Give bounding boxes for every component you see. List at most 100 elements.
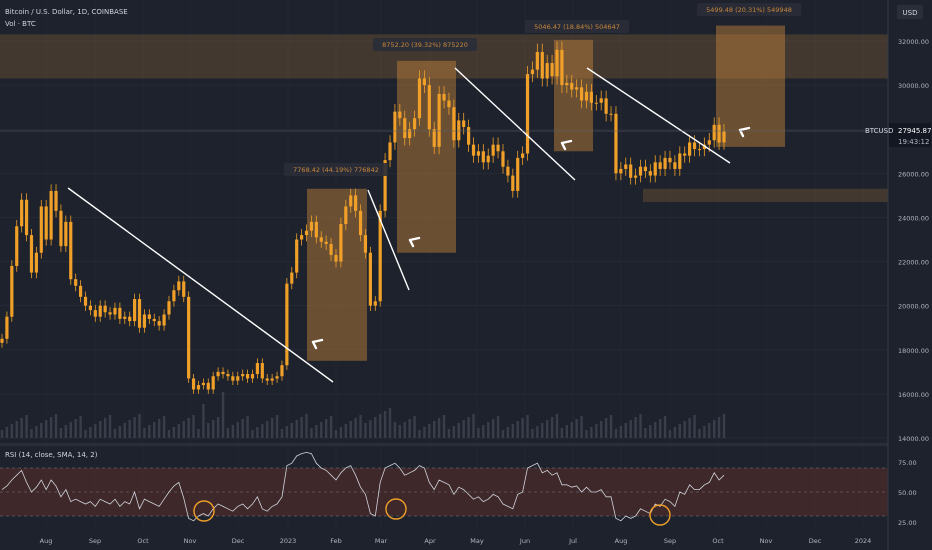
candle-body <box>339 224 343 262</box>
candle-body <box>422 78 426 86</box>
check-marks <box>311 126 751 350</box>
volume-bar <box>221 392 225 438</box>
trendline[interactable] <box>586 67 731 164</box>
candle-body <box>236 376 240 381</box>
candle-body <box>10 265 14 317</box>
time-tick: Nov <box>760 537 773 545</box>
candle-body <box>629 164 633 178</box>
candle-body <box>653 162 657 176</box>
measure-label: 5046.47 (18.84%) 504647 <box>534 23 620 31</box>
measure-box[interactable] <box>307 188 367 361</box>
volume-bar <box>35 426 38 438</box>
bar-countdown: 19:43:12 <box>898 138 929 146</box>
volume-bar <box>433 421 436 438</box>
volume-bar <box>491 419 495 438</box>
candle-body <box>5 316 9 339</box>
price-axis[interactable] <box>888 0 932 550</box>
volume-bar <box>482 425 485 438</box>
candle-body <box>358 210 363 236</box>
candle-body <box>619 168 623 174</box>
volume-bar <box>526 415 529 438</box>
volume-bar <box>192 415 195 438</box>
volume-bar <box>369 420 372 438</box>
currency-badge[interactable] <box>897 5 923 19</box>
volume-bar <box>108 415 112 438</box>
price-tick: 32000.00 <box>898 38 929 46</box>
candle-body <box>93 310 97 317</box>
candle-body <box>142 314 147 328</box>
volume-bar <box>604 418 608 438</box>
candle-body <box>250 374 255 379</box>
time-tick: Mar <box>375 537 388 545</box>
candle-body <box>59 210 63 247</box>
candle-body <box>403 118 407 139</box>
trendline[interactable] <box>67 187 334 383</box>
candle-body <box>462 120 466 128</box>
volume-bar <box>0 430 4 438</box>
candle-body <box>329 243 333 255</box>
volume-bar <box>285 426 289 438</box>
volume-bar <box>64 425 68 438</box>
candle-body <box>697 149 702 151</box>
candle-body <box>196 385 201 390</box>
volume-bar <box>69 422 72 438</box>
check-mark-icon <box>560 139 573 151</box>
volume-bar <box>251 430 254 438</box>
volume-bar <box>550 417 554 438</box>
candle-body <box>717 124 721 143</box>
candle-body <box>668 157 672 163</box>
candle-body <box>496 144 500 152</box>
volume-bar <box>275 415 279 438</box>
volume-bar <box>536 426 539 438</box>
volume-bar <box>521 418 524 438</box>
trendline[interactable] <box>454 67 576 181</box>
measure-label: 7768.42 (44.19%) 776842 <box>293 166 379 174</box>
pane-separator[interactable] <box>0 443 888 446</box>
candle-body <box>417 78 422 119</box>
volume-bar <box>545 420 549 438</box>
volume-bar <box>418 430 421 438</box>
volume-bar <box>428 424 431 438</box>
candle-body <box>589 91 593 103</box>
candle-body <box>393 111 397 143</box>
candle-body <box>69 221 73 280</box>
volume-bar <box>698 429 701 438</box>
candle-body <box>201 382 205 386</box>
volume-bar <box>256 427 259 438</box>
volume-bar <box>40 423 43 438</box>
measure-box[interactable] <box>716 25 785 147</box>
measure-box[interactable] <box>397 60 456 253</box>
candle-body <box>594 102 598 104</box>
candle-body <box>172 290 176 302</box>
candle-body <box>633 175 638 178</box>
candle-body <box>206 382 210 390</box>
volume-bar <box>261 424 264 438</box>
volume-bar <box>658 419 662 438</box>
candle-body <box>575 87 579 90</box>
currency-label: USD <box>903 9 918 17</box>
volume-bar <box>511 424 515 438</box>
candle-body <box>152 318 156 322</box>
rsi-tick: 75.00 <box>898 459 917 467</box>
volume-bar <box>339 427 343 438</box>
volume-bar <box>639 414 642 438</box>
candle-body <box>304 230 309 236</box>
volume-bar <box>634 417 637 438</box>
symbol-title: Bitcoin / U.S. Dollar, 1D, COINBASE <box>5 8 128 16</box>
trendline[interactable] <box>367 189 410 291</box>
volume-bar <box>349 421 352 438</box>
volume-bar <box>324 419 328 438</box>
volume-bar <box>148 425 151 438</box>
candle-body <box>722 131 726 143</box>
candle-body <box>98 305 102 317</box>
volume-bar <box>5 427 9 438</box>
volume-bar <box>600 421 603 438</box>
candle-body <box>712 124 716 141</box>
candle-body <box>702 144 706 150</box>
last-price: 27945.87 <box>898 127 931 135</box>
volume-bar <box>693 415 696 438</box>
time-tick: Sep <box>664 537 676 545</box>
volume-bar <box>167 430 171 438</box>
volume-bar <box>393 422 397 438</box>
